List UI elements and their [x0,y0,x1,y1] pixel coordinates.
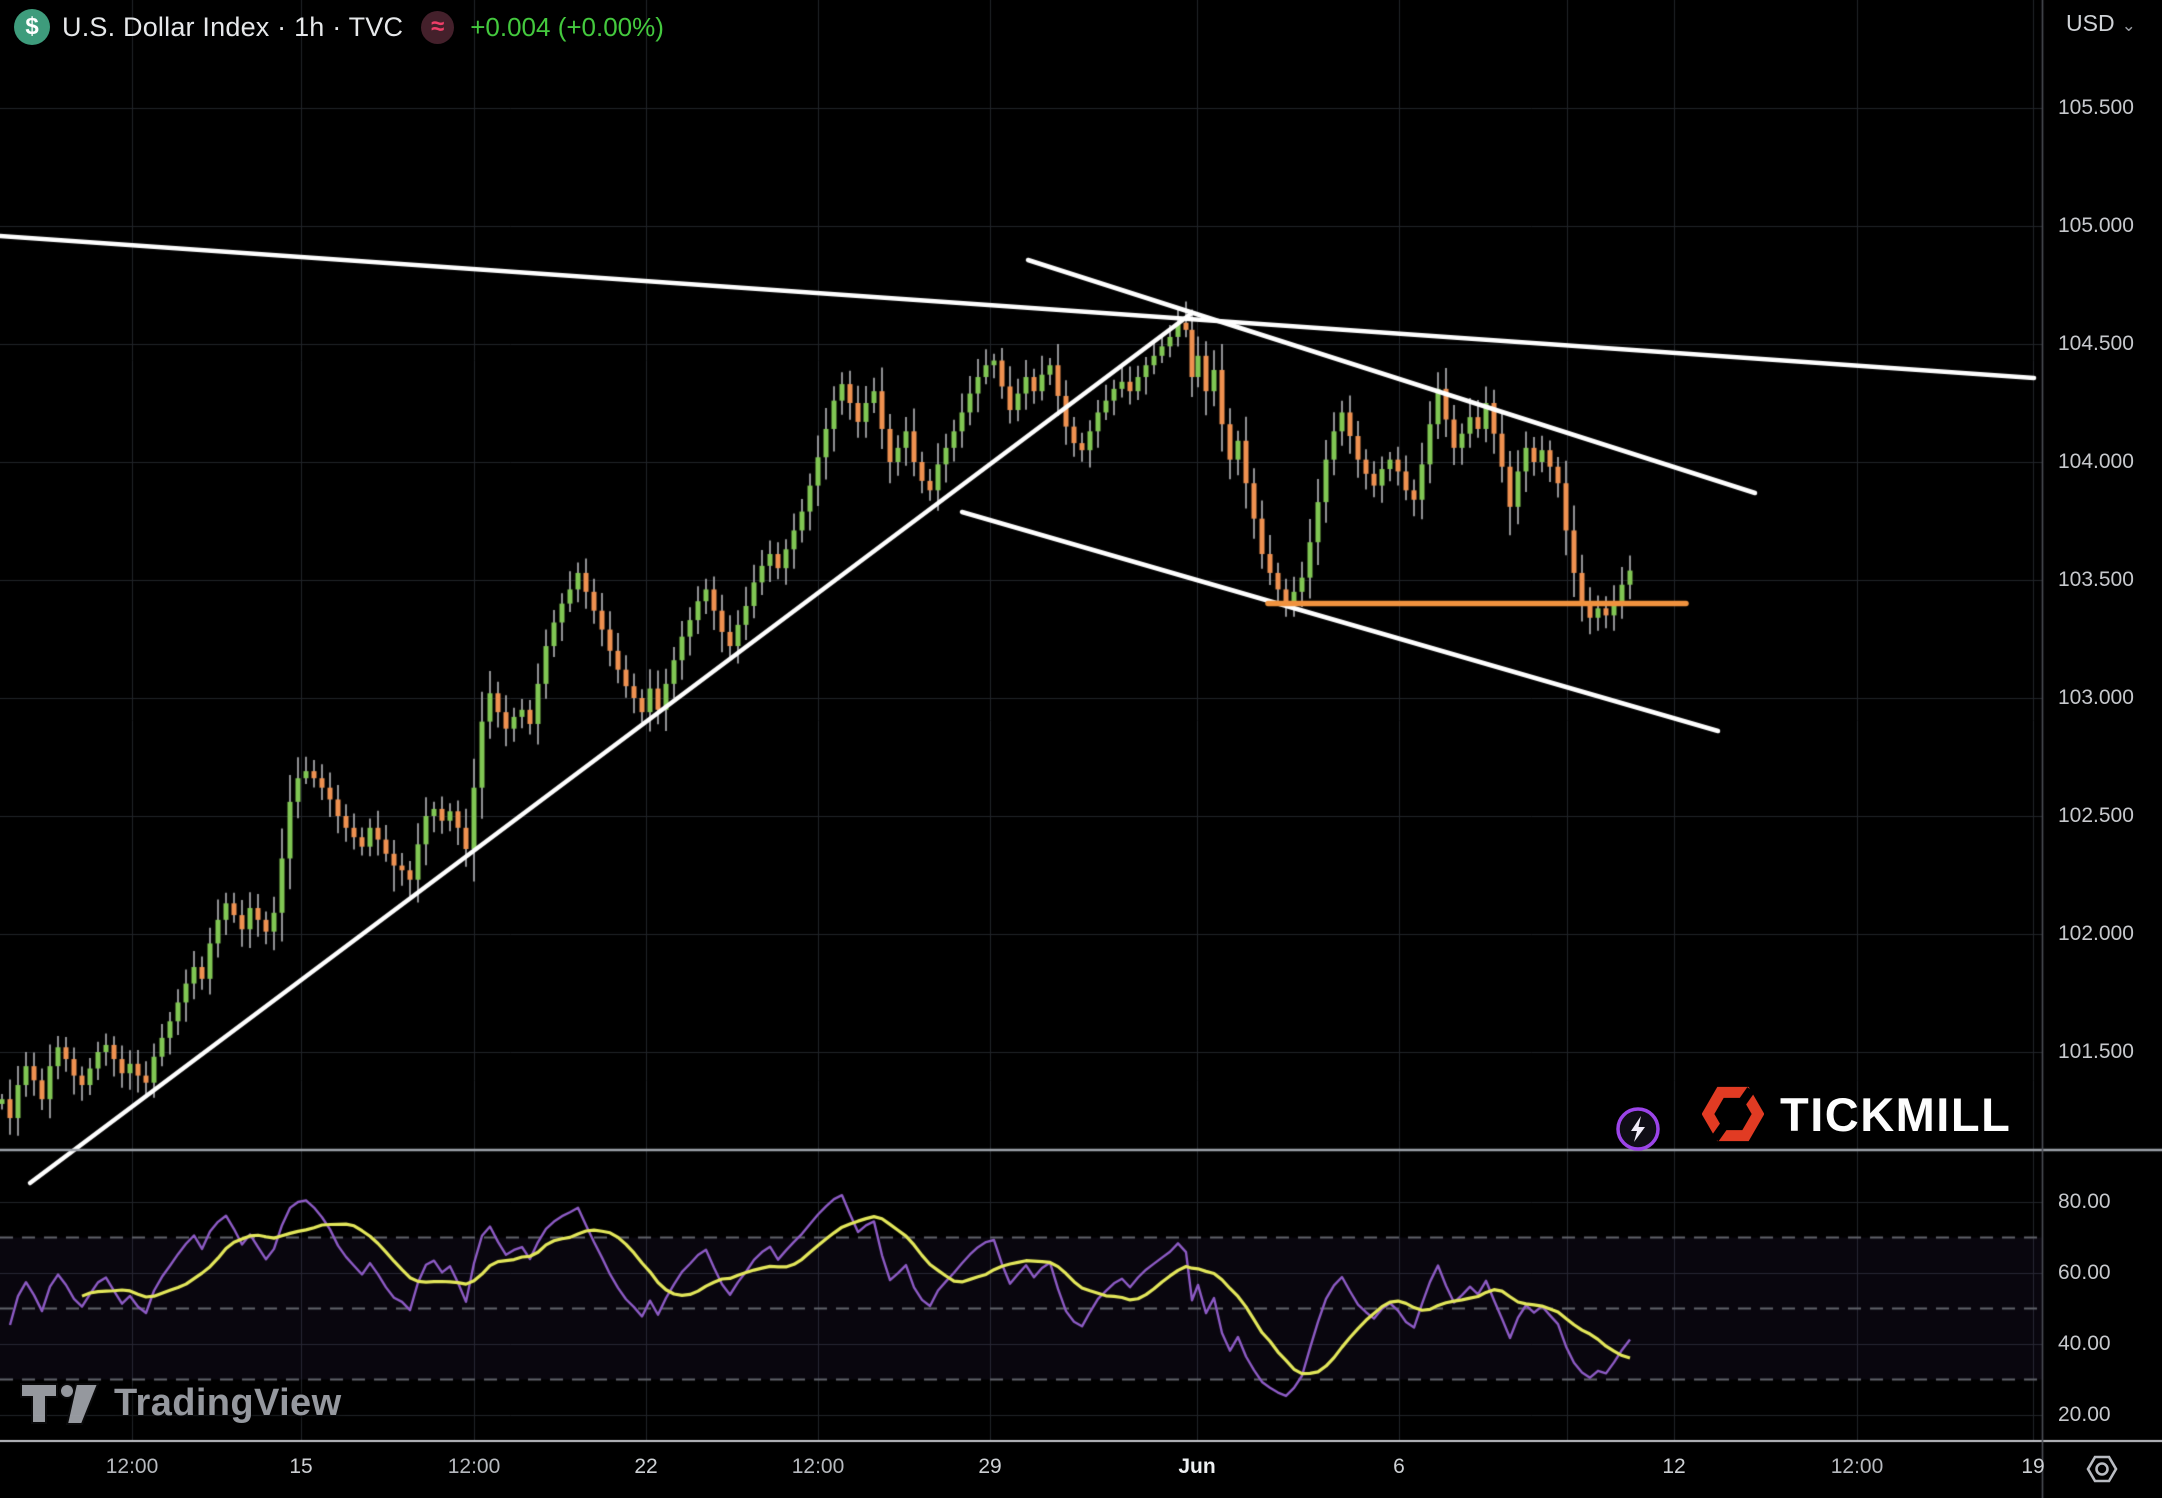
price-axis-label[interactable]: 102.500 [2058,804,2134,827]
oscillator-axis-label[interactable]: 60.00 [2058,1261,2111,1284]
tickmill-watermark: TICKMILL [1702,1082,2011,1146]
time-axis-label[interactable]: 6 [1393,1455,1405,1478]
price-axis-label[interactable]: 103.000 [2058,686,2134,709]
time-axis-label[interactable]: 12:00 [1830,1455,1884,1478]
flash-idea-icon[interactable] [1614,1105,1662,1153]
oscillator-axis-label[interactable]: 40.00 [2058,1332,2111,1355]
time-axis-label[interactable]: 12 [1662,1455,1686,1478]
time-axis-label[interactable]: 29 [978,1455,1002,1478]
time-axis-label[interactable]: 19 [2021,1455,2045,1478]
tradingview-logo-text: TradingView [114,1382,342,1424]
time-axis-label[interactable]: Jun [1178,1455,1216,1478]
time-axis-label[interactable]: 12:00 [791,1455,845,1478]
time-axis-label[interactable]: 12:00 [447,1455,501,1478]
symbol-title[interactable]: U.S. Dollar Index · 1h · TVC [62,11,404,42]
price-axis-label[interactable]: 104.000 [2058,450,2134,473]
price-axis-label[interactable]: 102.000 [2058,922,2134,945]
timezone-settings-gear-icon[interactable] [2083,1452,2121,1486]
time-axis-label[interactable]: 15 [289,1455,313,1478]
oscillator-axis-label[interactable]: 20.00 [2058,1403,2111,1426]
price-axis-label[interactable]: 101.500 [2058,1040,2134,1063]
price-axis-label[interactable]: 104.500 [2058,332,2134,355]
chart-legend: $ U.S. Dollar Index · 1h · TVC ≈ +0.004 … [14,6,664,48]
tradingview-logo-icon [20,1382,100,1425]
tradingview-watermark: TradingView [20,1382,342,1425]
currency-dropdown[interactable]: USD ⌄ [2066,10,2158,37]
price-axis-label[interactable]: 105.500 [2058,96,2134,119]
tickmill-logo-text: TICKMILL [1780,1087,2012,1141]
price-axis-label[interactable]: 105.000 [2058,214,2134,237]
oscillator-axis-label[interactable]: 80.00 [2058,1190,2111,1213]
symbol-logo-icon: $ [14,9,50,45]
time-axis-label[interactable]: 12:00 [105,1455,159,1478]
tickmill-logo-icon [1702,1086,1764,1142]
approx-data-icon: ≈ [421,10,455,44]
currency-label: USD [2066,10,2115,36]
price-axis-label[interactable]: 103.500 [2058,568,2134,591]
chevron-down-icon: ⌄ [2121,15,2136,35]
price-change-label: +0.004 (+0.00%) [470,11,664,42]
time-axis-label[interactable]: 22 [634,1455,658,1478]
